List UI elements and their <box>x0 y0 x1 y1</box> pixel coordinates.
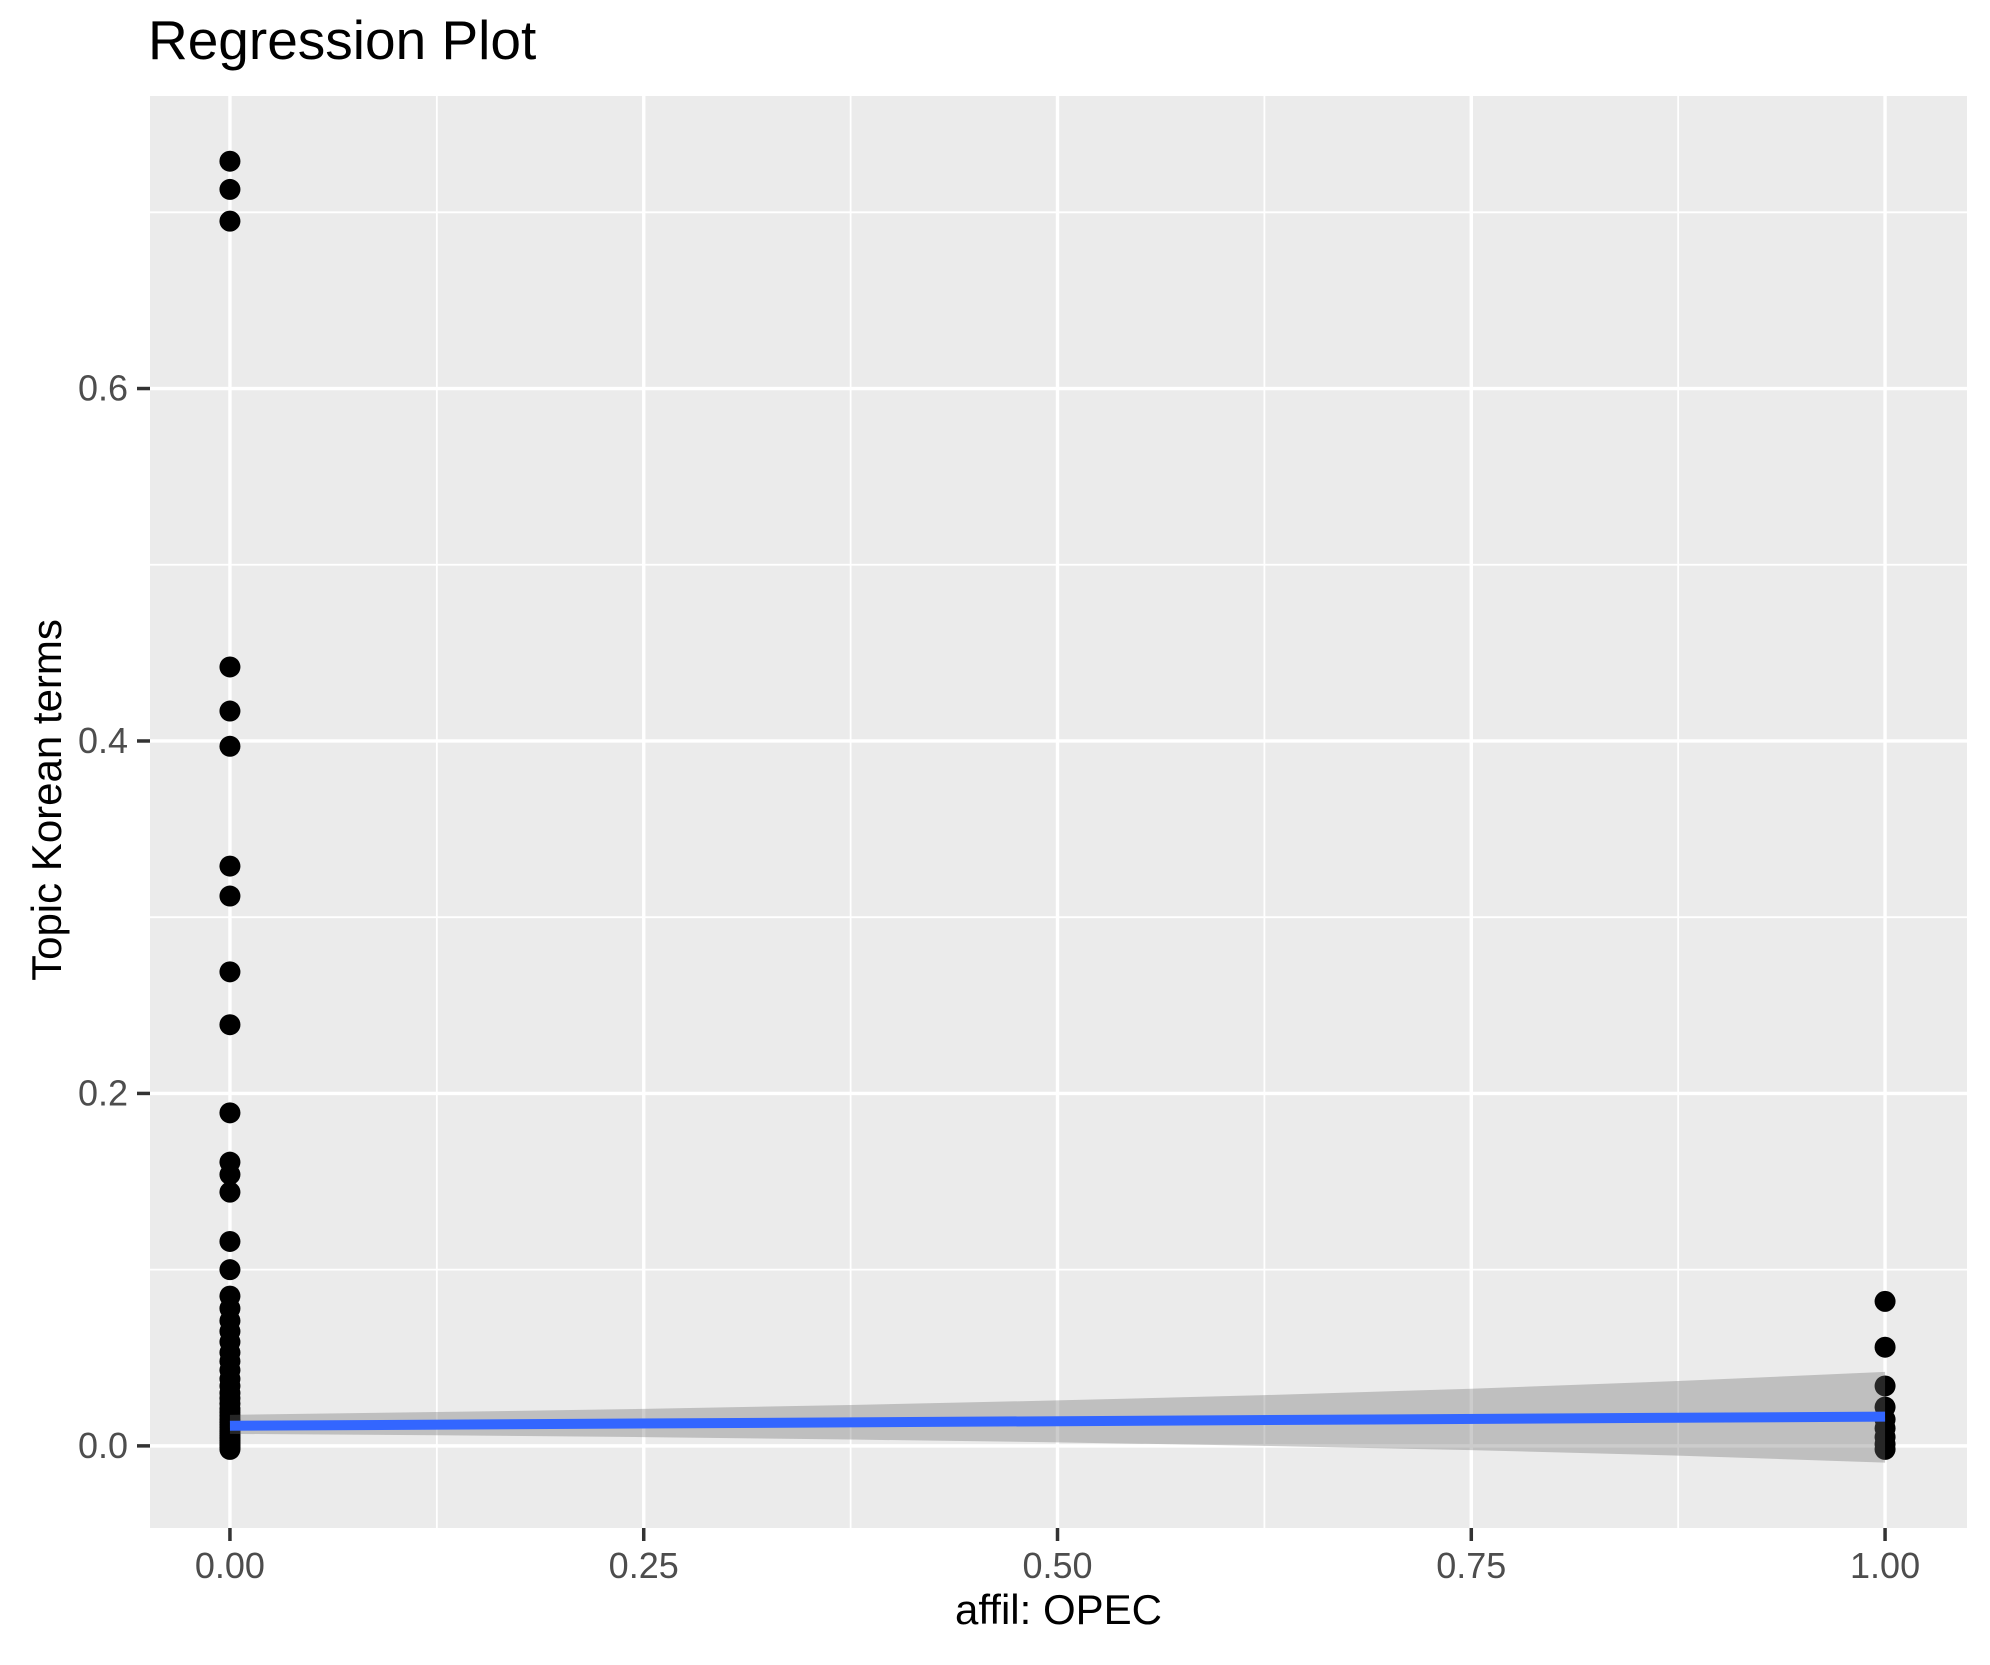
y-tick-label: 0.6 <box>78 368 128 409</box>
data-point <box>219 885 241 907</box>
x-tick-label: 0.75 <box>1436 1545 1506 1586</box>
x-tick-label: 1.00 <box>1850 1545 1920 1586</box>
data-point <box>219 178 241 200</box>
data-point <box>219 1230 241 1252</box>
y-tick-label: 0.4 <box>78 720 128 761</box>
data-point <box>1874 1438 1896 1460</box>
data-point <box>219 700 241 722</box>
data-point <box>219 961 241 983</box>
data-point <box>219 1163 241 1185</box>
data-point <box>219 656 241 678</box>
x-tick-label: 0.50 <box>1022 1545 1092 1586</box>
data-point <box>219 735 241 757</box>
y-tick-label: 0.0 <box>78 1425 128 1466</box>
data-point <box>219 1259 241 1281</box>
data-point <box>1874 1375 1896 1397</box>
data-point <box>219 1181 241 1203</box>
data-point <box>1874 1290 1896 1312</box>
data-point <box>219 855 241 877</box>
data-point <box>219 210 241 232</box>
data-point <box>219 1014 241 1036</box>
plot-title: Regression Plot <box>148 9 537 71</box>
data-point <box>1874 1336 1896 1358</box>
y-tick-label: 0.2 <box>78 1072 128 1113</box>
regression-line <box>229 1411 1886 1431</box>
x-tick-label: 0.25 <box>609 1545 679 1586</box>
data-point <box>219 1438 241 1460</box>
data-point <box>219 150 241 172</box>
x-tick-label: 0.00 <box>195 1545 265 1586</box>
data-point <box>219 1102 241 1124</box>
y-axis-title: Topic Korean terms <box>23 619 70 981</box>
x-axis-title: affil: OPEC <box>955 1586 1162 1633</box>
